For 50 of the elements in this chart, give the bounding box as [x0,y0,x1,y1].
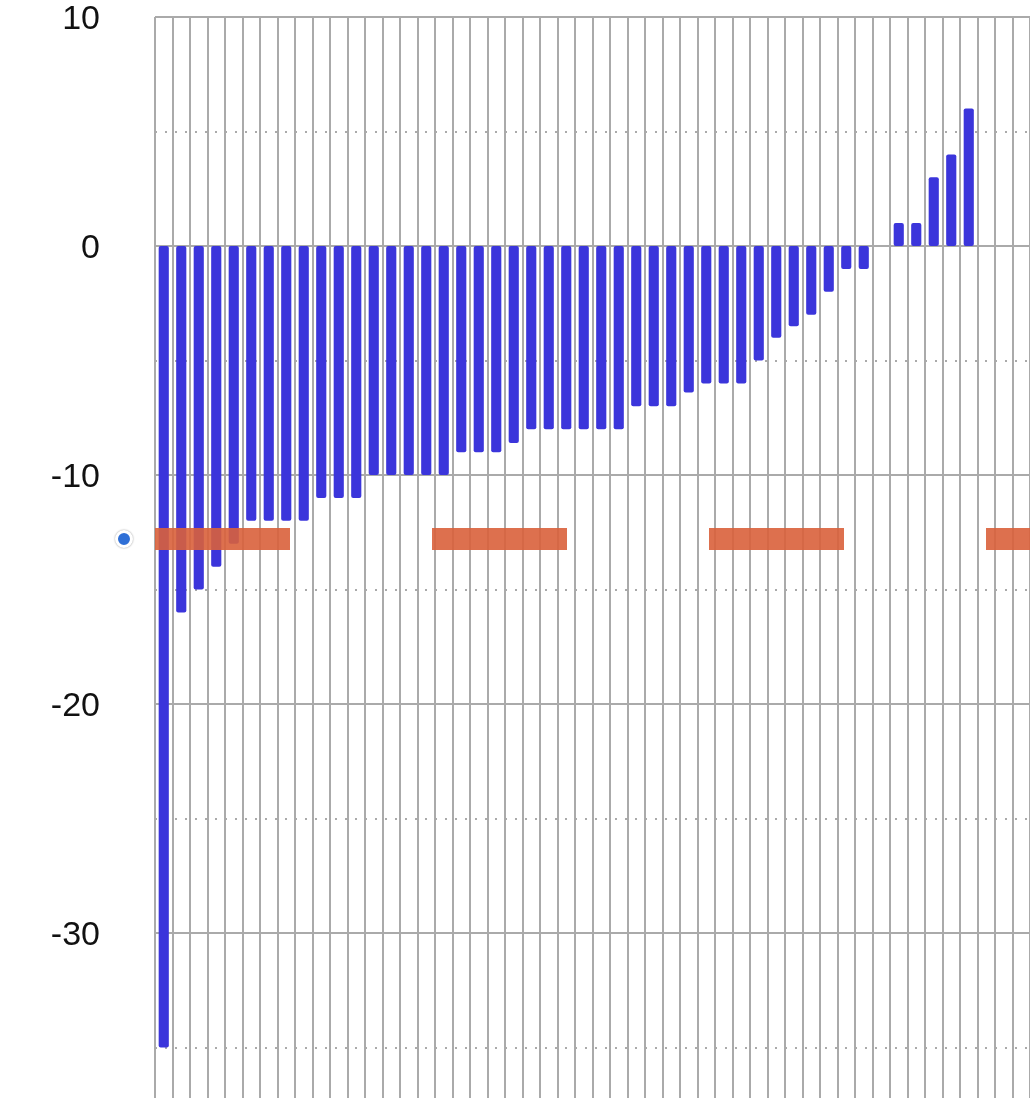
y-tick-label: -20 [50,685,100,724]
bar [648,246,659,407]
bar [613,246,624,430]
bar [176,246,187,613]
bar [683,246,694,393]
bar [736,246,747,384]
bar [858,246,869,269]
y-tick-label: 0 [81,227,100,266]
bar [718,246,729,384]
bar [701,246,712,384]
bar [946,154,957,247]
bar [963,108,974,247]
bar [841,246,852,269]
bar [596,246,607,430]
bar [578,246,589,430]
bar [281,246,292,521]
bar [666,246,677,407]
bar [491,246,502,453]
bar [368,246,379,476]
bar [386,246,397,476]
bar [211,246,222,567]
bar [526,246,537,430]
bar [753,246,764,361]
bar [788,246,799,327]
bar [333,246,344,498]
bar [298,246,309,521]
bar [806,246,817,315]
bar [771,246,782,338]
bar [631,246,642,407]
bar [316,246,327,498]
bar [893,223,904,247]
y-tick-label: 10 [62,0,100,36]
bar [193,246,204,590]
bar [928,177,939,247]
bar [438,246,449,476]
bar [263,246,274,521]
bar [473,246,484,453]
bar [561,246,572,430]
bar [421,246,432,476]
bar [508,246,519,443]
y-tick-label: -30 [50,914,100,953]
bar [403,246,414,476]
y-tick-label: -10 [50,456,100,495]
bar [246,246,257,521]
bar [456,246,467,453]
bar [351,246,362,498]
bar [911,223,922,247]
bar [543,246,554,430]
bar [823,246,834,292]
bar [158,246,169,1048]
